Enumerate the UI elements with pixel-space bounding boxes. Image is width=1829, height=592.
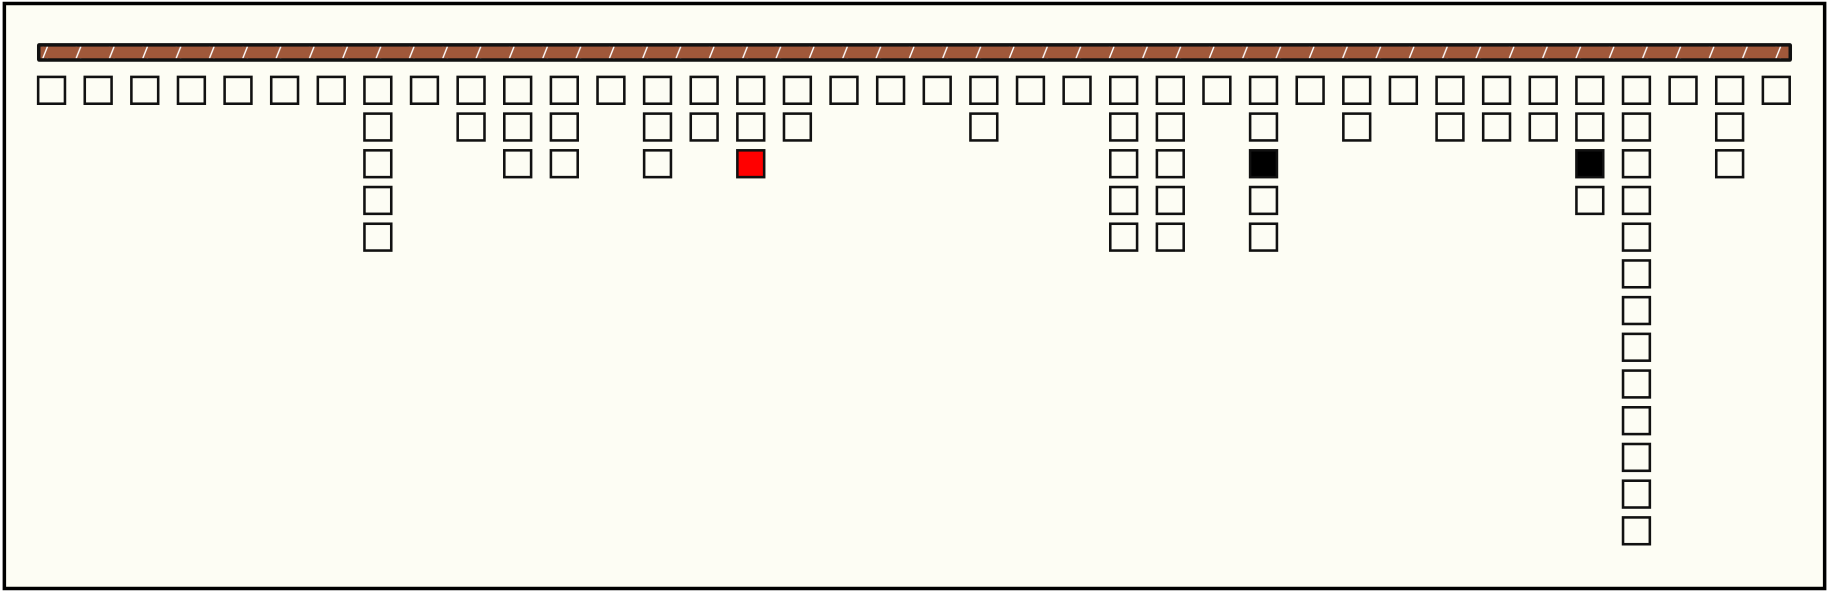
cell [1621, 369, 1652, 399]
cell [456, 75, 486, 105]
cell [83, 75, 113, 105]
cell [689, 112, 719, 142]
cell [269, 75, 300, 105]
cell [1342, 75, 1372, 105]
special-cell [1575, 149, 1605, 179]
cell [1155, 112, 1185, 142]
cell [130, 75, 160, 105]
cell [1015, 75, 1046, 105]
cell [1108, 185, 1139, 216]
cell [1155, 222, 1185, 252]
cell [922, 75, 952, 105]
cell [1621, 75, 1652, 105]
cell [363, 112, 393, 142]
cell [1621, 516, 1652, 546]
cell [736, 75, 766, 105]
cell [1528, 112, 1558, 142]
cell [363, 149, 393, 179]
cell [642, 149, 673, 179]
cell [829, 75, 859, 105]
cell [1575, 75, 1605, 105]
cell [1621, 112, 1652, 142]
cell [549, 75, 579, 105]
cell [875, 75, 906, 105]
cell [1342, 112, 1372, 142]
cell [409, 75, 440, 105]
cell [1528, 75, 1558, 105]
cell [782, 112, 813, 142]
cell [1668, 75, 1698, 105]
cell [363, 222, 393, 252]
cell [1761, 75, 1791, 105]
cell [503, 112, 533, 142]
cell [1435, 75, 1465, 105]
cell [1248, 112, 1279, 142]
cell [969, 75, 999, 105]
cell [1621, 222, 1652, 252]
cell [1714, 112, 1745, 142]
cell [1621, 406, 1652, 436]
cell [1108, 112, 1139, 142]
cell [456, 112, 486, 142]
cell [1108, 149, 1139, 179]
cell [1481, 75, 1512, 105]
special-cell [736, 149, 766, 179]
cell [1155, 185, 1185, 216]
cell [642, 112, 673, 142]
cell [1621, 442, 1652, 473]
cell [1435, 112, 1465, 142]
cell [549, 112, 579, 142]
cell [1621, 185, 1652, 216]
cell [1155, 149, 1185, 179]
cell [1621, 479, 1652, 509]
cell [1202, 75, 1232, 105]
cell [223, 75, 253, 105]
cell [1295, 75, 1325, 105]
cell [1248, 185, 1279, 216]
cell [1621, 295, 1652, 326]
cell [316, 75, 346, 105]
cell [36, 75, 67, 105]
cell [1108, 222, 1139, 252]
cell [1714, 75, 1745, 105]
cell [1248, 75, 1279, 105]
cell [1621, 149, 1652, 179]
cell [969, 112, 999, 142]
cell [549, 149, 579, 179]
cell [596, 75, 626, 105]
cell [503, 149, 533, 179]
cell [363, 185, 393, 216]
cell [363, 75, 393, 105]
cell [1621, 259, 1652, 289]
cell [642, 75, 673, 105]
cell [1621, 332, 1652, 362]
cell [1062, 75, 1092, 105]
cell [782, 75, 813, 105]
cell [1248, 222, 1279, 252]
cell [503, 75, 533, 105]
cell [1155, 75, 1185, 105]
special-cell [1248, 149, 1279, 179]
cell [1388, 75, 1419, 105]
cell [1481, 112, 1512, 142]
cell [1575, 185, 1605, 216]
rail [40, 46, 1789, 59]
cell [689, 75, 719, 105]
cell [1575, 112, 1605, 142]
cell [736, 112, 766, 142]
cell [1108, 75, 1139, 105]
cell [176, 75, 207, 105]
cell [1714, 149, 1745, 179]
